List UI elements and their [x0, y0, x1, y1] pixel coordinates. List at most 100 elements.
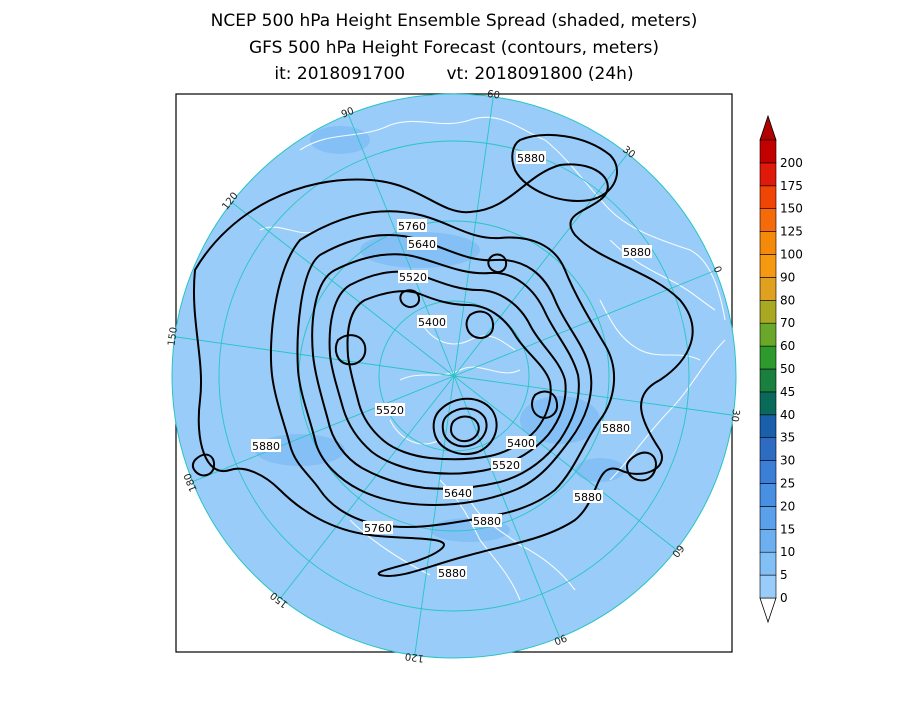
colorbar-tick-label: 60 — [780, 339, 795, 353]
meridian-line — [231, 202, 455, 377]
longitude-label: 120 — [404, 650, 424, 664]
longitude-label: 60 — [486, 89, 500, 102]
colorbar-tick-label: 200 — [780, 156, 803, 170]
colorbar-tick-label: 100 — [780, 248, 803, 262]
contour-label-bg — [437, 566, 467, 579]
meridian-lines — [174, 96, 734, 656]
colorbar-segment — [759, 528, 777, 553]
meridian-line — [453, 375, 677, 550]
contour-label: 5520 — [376, 404, 404, 417]
contour-label-bg — [573, 490, 603, 503]
map-boundary — [171, 93, 737, 659]
colorbar-tick-label: 70 — [780, 316, 795, 330]
colorbar-segment — [759, 322, 777, 347]
meridian-line — [453, 153, 628, 377]
contour-label: 5520 — [399, 271, 427, 284]
colorbar-segment — [759, 254, 777, 278]
init-time: it: 2018091700 — [274, 64, 406, 84]
longitude-label: 90 — [340, 106, 356, 121]
colorbar-tick-label: 10 — [780, 545, 795, 559]
colorbar-segment — [759, 574, 777, 599]
colorbar-segment — [759, 208, 777, 232]
colorbar-segment — [759, 231, 777, 255]
contour-label: 5400 — [418, 316, 446, 329]
meridian-line — [453, 96, 494, 377]
contour-label-bg — [363, 521, 393, 534]
contour-label-bg — [251, 439, 281, 452]
colorbar-tick-label: 15 — [780, 522, 795, 536]
contour-label: 5880 — [574, 491, 602, 504]
colorbar-segment — [759, 162, 777, 187]
colorbar-segment — [759, 483, 777, 507]
contour-labels: 5880 5760 5640 5520 5400 5880 5520 5880 5880 5400… — [251, 151, 652, 580]
colorbar-under-arrow — [759, 597, 777, 624]
meridian-line — [280, 375, 455, 599]
meridian-line — [453, 375, 734, 416]
colorbar-segment — [759, 460, 777, 484]
colorbar-segment — [759, 299, 777, 324]
colorbar-segment — [759, 368, 777, 393]
map-subtitle: GFS 500 hPa Height Forecast (contours, m… — [249, 38, 659, 58]
colorbar-tick-label: 20 — [780, 499, 795, 513]
contour-label: 5640 — [444, 487, 472, 500]
contour-label-bg — [375, 403, 405, 416]
contour-label-bg — [516, 151, 546, 164]
contour-label-bg — [407, 237, 437, 250]
contour-label: 5880 — [473, 515, 501, 528]
colorbar-segment — [759, 277, 777, 301]
meridian-line — [414, 375, 455, 656]
contour-label: 5880 — [623, 246, 651, 259]
meridian-line — [192, 375, 455, 483]
colorbar-tick-label: 40 — [780, 408, 795, 422]
contour-label-bg — [398, 270, 428, 283]
colorbar-tick-label: 150 — [780, 202, 803, 216]
meridian-line — [174, 336, 455, 377]
longitude-label: 90 — [552, 631, 568, 646]
colorbar-over-arrow — [759, 114, 777, 141]
meridian-line — [347, 114, 455, 377]
colorbar-segment — [759, 437, 777, 461]
colorbar-segment — [759, 506, 777, 530]
colorbar-tick-label: 50 — [780, 362, 795, 376]
contour-label-bg — [506, 436, 536, 449]
colorbar-segment — [759, 551, 777, 576]
contour-label: 5400 — [507, 437, 535, 450]
longitude-label: 150 — [166, 326, 180, 346]
meridian-line — [453, 375, 561, 638]
meridian-line — [453, 269, 716, 377]
colorbar-tick-label: 30 — [780, 454, 795, 468]
coastlines — [259, 116, 726, 601]
colorbar-tick-label: 80 — [780, 293, 795, 307]
contour-label: 5760 — [364, 522, 392, 535]
contour-label-bg — [397, 219, 427, 232]
colorbar-tick-label: 45 — [780, 385, 795, 399]
colorbar-tick-label: 0 — [780, 591, 788, 605]
contour-label: 5880 — [438, 567, 466, 580]
contour-label-bg — [472, 514, 502, 527]
colorbar-segment — [759, 414, 777, 438]
contour-label: 5640 — [408, 238, 436, 251]
contour-label: 5880 — [517, 152, 545, 165]
colorbar-segment — [759, 391, 777, 416]
longitude-label: 30 — [728, 408, 741, 422]
colorbar-tick-label: 125 — [780, 225, 803, 239]
colorbar-segment — [759, 185, 777, 210]
colorbar-tick-label: 25 — [780, 477, 795, 491]
contour-label: 5880 — [602, 422, 630, 435]
colorbar-tick-label: 175 — [780, 179, 803, 193]
contour-label-bg — [601, 421, 631, 434]
contour-label-bg — [443, 486, 473, 499]
contour-label-bg — [622, 245, 652, 258]
contour-label-bg — [417, 315, 447, 328]
contour-label-bg — [491, 458, 521, 471]
valid-time: vt: 2018091800 (24h) — [446, 64, 634, 84]
colorbar-segment — [759, 139, 777, 164]
contour-label: 5520 — [492, 459, 520, 472]
colorbar-tick-label: 90 — [780, 270, 795, 284]
map-time-line: it: 2018091700 vt: 2018091800 (24h) — [0, 63, 908, 85]
colorbar: 0 5 10 15 20 25 30 35 40 45 50 60 70 80 90 100 125 150 175… — [759, 114, 803, 624]
colorbar-tick-label: 35 — [780, 431, 795, 445]
colorbar-tick-label: 5 — [780, 568, 788, 582]
contour-label: 5880 — [252, 440, 280, 453]
